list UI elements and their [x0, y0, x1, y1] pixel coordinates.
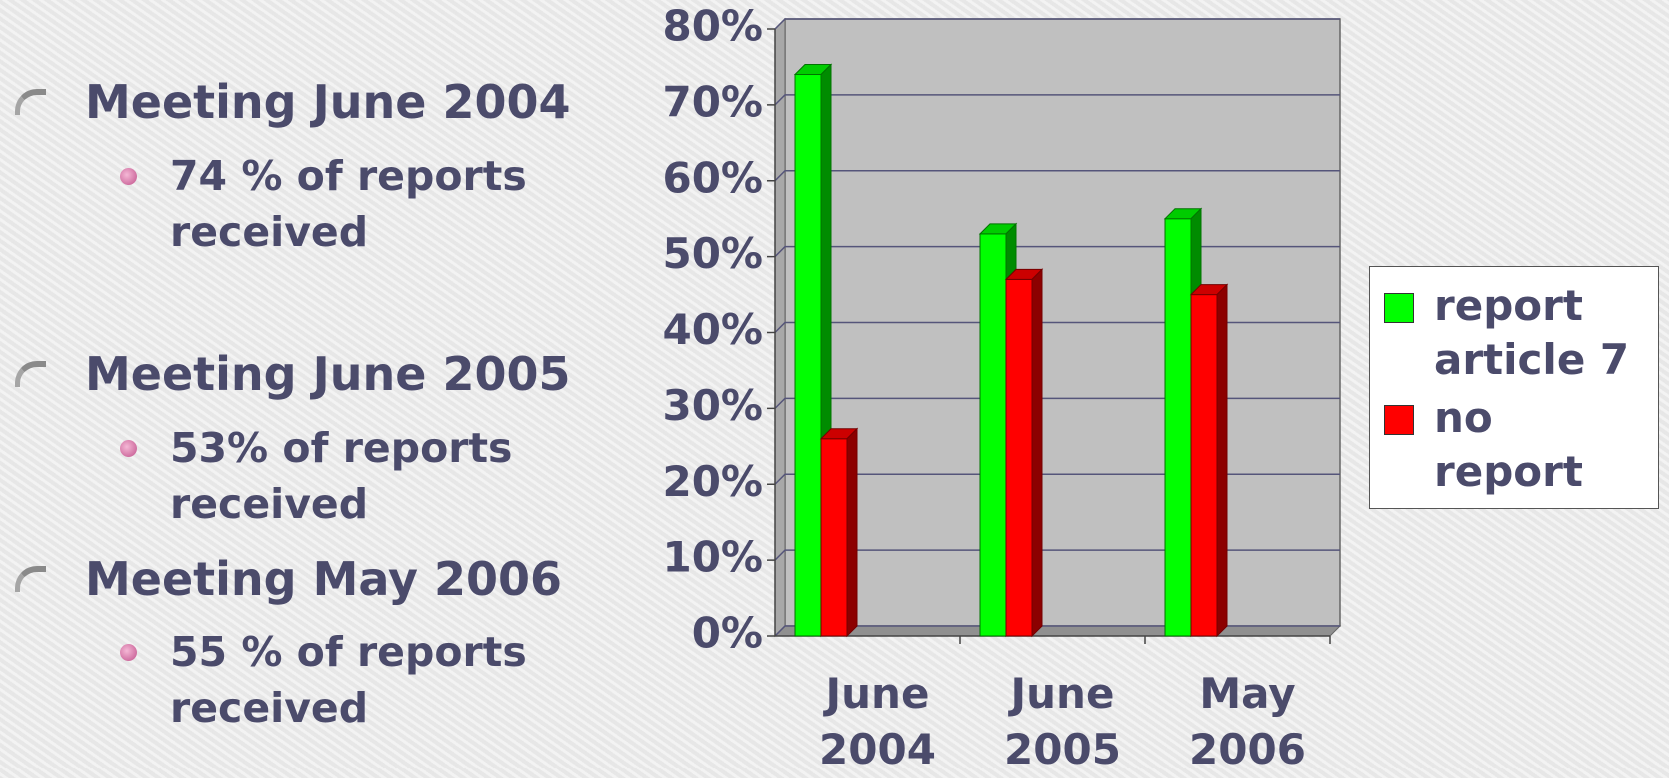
legend: report article 7 no report [1369, 266, 1659, 509]
grid-line [774, 170, 1340, 182]
y-tick-label: 40% [662, 305, 763, 354]
bar [1005, 278, 1033, 637]
bullet: Meeting June 2005 [14, 347, 571, 401]
grid-line [774, 321, 1340, 334]
bar [1164, 218, 1192, 637]
grid-line [774, 397, 1340, 409]
y-tick-label: 60% [662, 153, 763, 202]
bullet: Meeting May 2006 [14, 552, 563, 606]
x-tick-label: June 2004 [819, 669, 936, 774]
sub-bullet: 74 % of reports received [120, 148, 590, 260]
legend-swatch [1384, 405, 1414, 435]
legend-label: report article 7 [1434, 281, 1630, 384]
grid-line [774, 625, 1340, 637]
grid-line [774, 245, 1340, 258]
bar [794, 74, 822, 637]
sub-bullet: 53% of reports received [120, 420, 590, 532]
x-tick-label: June 2005 [1004, 669, 1121, 774]
y-tick-label: 70% [662, 77, 763, 126]
x-tick-label: May 2006 [1189, 669, 1306, 774]
y-tick-label: 10% [662, 533, 763, 582]
grid-line [774, 549, 1340, 561]
legend-swatch [1384, 293, 1414, 323]
legend-label: no report [1434, 393, 1583, 496]
grid-line [774, 473, 1340, 485]
y-tick-label: 80% [662, 2, 763, 51]
y-tick-label: 0% [692, 609, 763, 658]
bar-side [846, 427, 858, 638]
floor [773, 625, 1342, 637]
sub-bullet: 55 % of reports received [120, 624, 590, 736]
bar [1190, 294, 1218, 637]
bar [820, 438, 848, 637]
y-tick-label: 50% [662, 229, 763, 278]
grid-line [774, 18, 1340, 30]
legend-item: no report [1384, 391, 1654, 499]
bar-side [1216, 283, 1228, 638]
y-tick-label: 30% [662, 381, 763, 430]
grid-line [774, 94, 1340, 106]
bar-side [1031, 268, 1043, 638]
bar [979, 233, 1007, 637]
y-tick-label: 20% [662, 457, 763, 506]
legend-item: report article 7 [1384, 279, 1654, 387]
bullet: Meeting June 2004 [14, 75, 571, 129]
